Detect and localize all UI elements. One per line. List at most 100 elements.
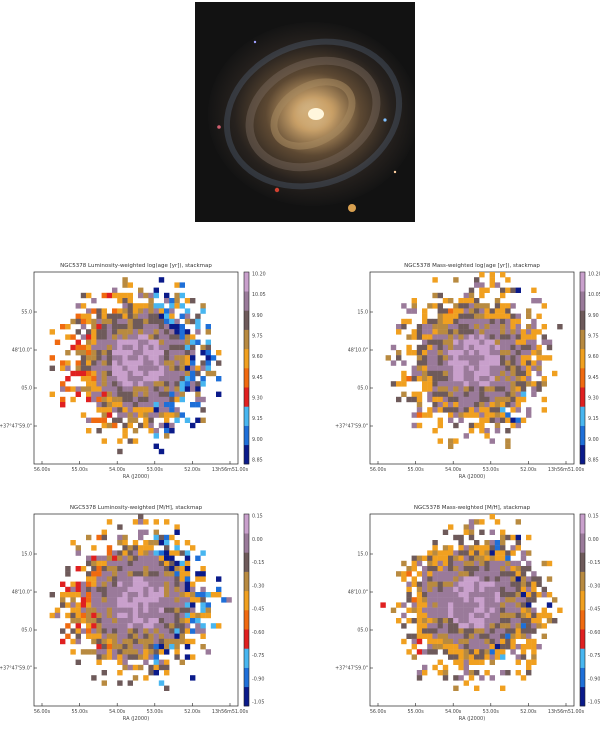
map-pixel bbox=[437, 670, 443, 676]
map-pixel bbox=[463, 376, 469, 382]
map-pixel bbox=[158, 592, 165, 598]
map-pixel bbox=[164, 339, 170, 345]
map-pixel bbox=[531, 649, 537, 655]
map-pixel bbox=[158, 664, 165, 671]
map-pixel bbox=[437, 391, 443, 397]
map-pixel bbox=[174, 318, 180, 325]
map-pixel bbox=[127, 680, 133, 686]
map-pixel bbox=[127, 633, 133, 639]
map-pixel bbox=[132, 339, 139, 345]
map-pixel bbox=[91, 344, 97, 351]
map-pixel bbox=[422, 344, 428, 351]
map-pixel bbox=[138, 654, 144, 660]
map-pixel bbox=[148, 592, 154, 598]
map-pixel bbox=[195, 628, 201, 634]
map-pixel bbox=[132, 612, 139, 619]
map-pixel bbox=[500, 592, 506, 598]
map-pixel bbox=[416, 376, 423, 382]
map-pixel bbox=[416, 623, 423, 629]
map-pixel bbox=[132, 355, 139, 361]
map-pixel bbox=[184, 370, 191, 377]
map-pixel bbox=[80, 592, 87, 598]
map-pixel bbox=[205, 344, 211, 351]
map-pixel bbox=[179, 607, 185, 613]
map-pixel bbox=[106, 519, 113, 525]
map-pixel bbox=[494, 618, 501, 624]
map-pixel bbox=[179, 324, 185, 330]
map-pixel bbox=[505, 550, 511, 556]
map-pixel bbox=[200, 571, 206, 577]
map-pixel bbox=[484, 560, 490, 567]
map-pixel bbox=[200, 417, 206, 423]
map-pixel bbox=[520, 628, 527, 634]
map-panel-mass-age: NGC5378 Mass-weighted log(age [yr]), sta… bbox=[300, 250, 600, 495]
map-pixel bbox=[138, 607, 144, 613]
map-pixel bbox=[526, 633, 532, 639]
colorbar-tick-label: -0.15 bbox=[252, 560, 264, 566]
map-pixel bbox=[463, 344, 469, 351]
map-pixel bbox=[390, 344, 397, 351]
map-pixel bbox=[86, 576, 92, 582]
map-pixel bbox=[463, 396, 469, 403]
map-pixel bbox=[106, 571, 113, 577]
map-pixel bbox=[484, 540, 490, 546]
colorbar-segment bbox=[244, 686, 249, 707]
map-pixel bbox=[494, 586, 501, 593]
map-pixel bbox=[117, 566, 123, 572]
map-pixel bbox=[80, 628, 87, 634]
map-pixel bbox=[101, 292, 107, 299]
map-pixel bbox=[526, 534, 532, 541]
map-pixel bbox=[442, 633, 449, 639]
map-pixel bbox=[143, 675, 149, 681]
map-pixel bbox=[122, 386, 128, 392]
map-pixel bbox=[474, 550, 480, 556]
map-pixel bbox=[468, 529, 475, 535]
map-pixel bbox=[190, 402, 196, 408]
map-pixel bbox=[510, 612, 516, 619]
map-pixel bbox=[468, 659, 475, 665]
map-pixel bbox=[117, 370, 123, 377]
map-pixel bbox=[65, 324, 71, 330]
map-pixel bbox=[541, 586, 547, 593]
map-pixel bbox=[132, 618, 139, 624]
map-pixel bbox=[184, 566, 191, 572]
map-pixel bbox=[505, 287, 511, 293]
colorbar-segment bbox=[580, 514, 585, 534]
map-pixel bbox=[164, 381, 170, 387]
map-pixel bbox=[463, 402, 469, 408]
map-pixel bbox=[458, 628, 464, 634]
map-pixel bbox=[112, 308, 118, 314]
map-pixel bbox=[153, 649, 159, 655]
map-pixel bbox=[158, 571, 165, 577]
map-pixel bbox=[422, 664, 428, 671]
map-pixel bbox=[132, 576, 139, 582]
map-pixel bbox=[432, 581, 438, 587]
map-pixel bbox=[458, 412, 464, 418]
map-pixel bbox=[80, 412, 87, 418]
map-pixel bbox=[536, 623, 542, 629]
map-pixel bbox=[515, 534, 521, 541]
map-pixel bbox=[164, 586, 170, 593]
map-pixel bbox=[416, 329, 423, 335]
map-pixel bbox=[427, 370, 433, 377]
map-pixel bbox=[138, 376, 144, 382]
map-pixel bbox=[117, 555, 123, 561]
colorbar-segment bbox=[244, 387, 249, 407]
map-pixel bbox=[143, 318, 149, 325]
map-pixel bbox=[546, 339, 553, 345]
map-pixel bbox=[463, 386, 469, 392]
map-pixel bbox=[190, 602, 196, 608]
map-pixel bbox=[520, 417, 527, 423]
map-pixel bbox=[489, 313, 495, 319]
map-pixel bbox=[174, 623, 180, 629]
map-pixel bbox=[510, 422, 516, 429]
map-pixel bbox=[210, 370, 217, 377]
map-pixel bbox=[184, 329, 191, 335]
map-pixel bbox=[546, 344, 553, 351]
map-pixel bbox=[541, 560, 547, 567]
map-pixel bbox=[122, 428, 128, 434]
map-pixel bbox=[96, 602, 102, 608]
map-pixel bbox=[106, 407, 113, 413]
map-pixel bbox=[148, 396, 154, 403]
map-pixel bbox=[406, 592, 412, 598]
